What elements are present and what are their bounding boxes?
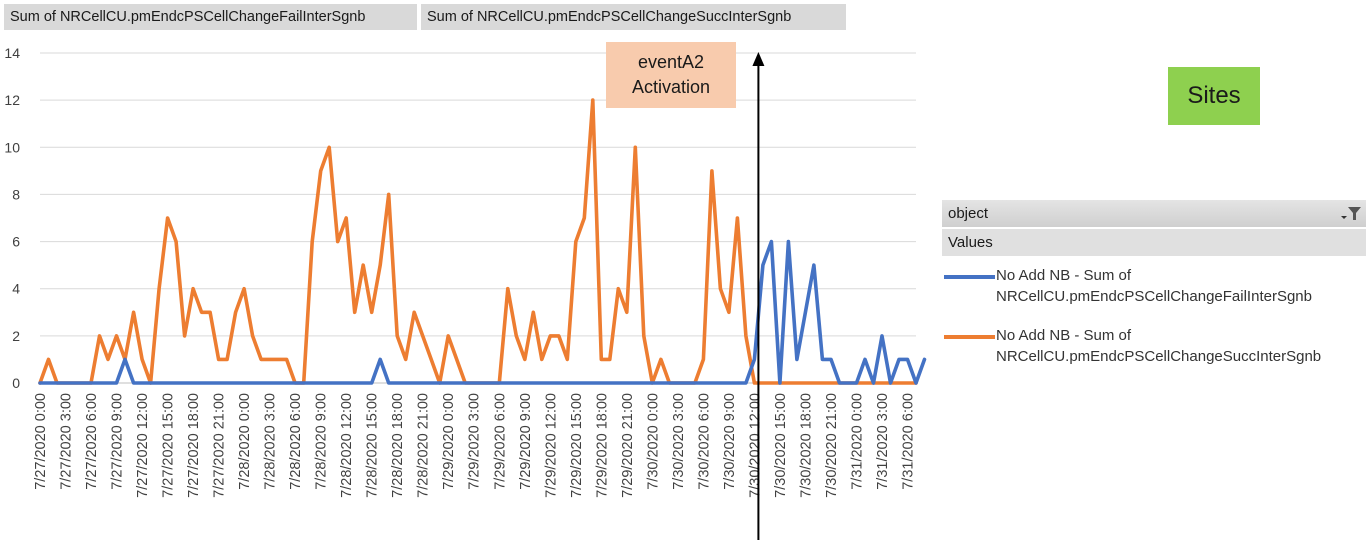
x-tick-label: 7/28/2020 18:00 (390, 393, 406, 498)
x-tick-label: 7/29/2020 0:00 (441, 393, 457, 490)
x-tick-label: 7/27/2020 15:00 (161, 393, 177, 498)
x-tick-label: 7/27/2020 0:00 (33, 393, 49, 490)
event-annotation: eventA2 Activation (606, 42, 736, 108)
field-button-succ[interactable]: Sum of NRCellCU.pmEndcPSCellChangeSuccIn… (421, 4, 846, 30)
x-tick-label: 7/30/2020 9:00 (722, 393, 738, 490)
x-tick-label: 7/28/2020 21:00 (416, 393, 432, 498)
series-line-0 (38, 239, 927, 385)
filter-dropdown-icon[interactable] (1340, 205, 1362, 223)
x-tick-label: 7/29/2020 21:00 (620, 393, 636, 498)
y-tick-label: 8 (12, 186, 20, 202)
x-tick-label: 7/29/2020 12:00 (543, 393, 559, 498)
x-tick-label: 7/30/2020 0:00 (645, 393, 661, 490)
legend-fail-line1: No Add NB - Sum of (996, 267, 1132, 284)
legend-succ-line1: No Add NB - Sum of (996, 327, 1132, 344)
x-tick-label: 7/31/2020 6:00 (900, 393, 916, 490)
x-tick-label: 7/31/2020 3:00 (875, 393, 891, 490)
x-tick-label: 7/30/2020 21:00 (824, 393, 840, 498)
x-tick-label: 7/28/2020 0:00 (237, 393, 253, 490)
x-tick-label: 7/30/2020 18:00 (798, 393, 814, 498)
y-tick-label: 12 (4, 92, 20, 108)
sites-badge: Sites (1168, 67, 1260, 125)
x-tick-label: 7/31/2020 0:00 (849, 393, 865, 490)
x-tick-label: 7/30/2020 12:00 (747, 393, 763, 498)
legend-swatch-fail (944, 275, 995, 279)
annotation-line1: eventA2 (637, 52, 705, 72)
x-tick-label: 7/29/2020 9:00 (518, 393, 534, 490)
x-tick-label: 7/30/2020 15:00 (773, 393, 789, 498)
x-tick-label: 7/28/2020 15:00 (365, 393, 381, 498)
object-field-label: object (948, 205, 989, 222)
x-axis-ticks: 7/27/2020 0:00 7/27/2020 3:00 7/27/2020 6:… (33, 393, 916, 498)
x-tick-label: 7/27/2020 18:00 (186, 393, 202, 498)
x-tick-label: 7/30/2020 3:00 (671, 393, 687, 490)
y-tick-label: 0 (12, 375, 20, 391)
y-tick-label: 6 (12, 234, 20, 250)
x-tick-label: 7/27/2020 3:00 (59, 393, 75, 490)
y-tick-label: 10 (4, 139, 20, 155)
series-lines (38, 98, 927, 385)
legend-succ-line2: NRCellCU.pmEndcPSCellChangeSuccInterSgnb (996, 348, 1322, 365)
x-tick-label: 7/30/2020 6:00 (696, 393, 712, 490)
x-tick-label: 7/28/2020 6:00 (288, 393, 304, 490)
annotation-arrow-head (752, 52, 765, 66)
x-tick-label: 7/29/2020 18:00 (594, 393, 610, 498)
legend-swatch-succ (944, 335, 995, 339)
x-tick-label: 7/28/2020 12:00 (339, 393, 355, 498)
annotation-line2: Activation (631, 77, 711, 97)
y-axis-ticks: 0 2 4 6 8 10 12 14 (4, 45, 20, 391)
x-tick-label: 7/28/2020 9:00 (314, 393, 330, 490)
x-tick-label: 7/27/2020 9:00 (110, 393, 126, 490)
field-button-fail[interactable]: Sum of NRCellCU.pmEndcPSCellChangeFailIn… (4, 4, 417, 30)
legend-fail-line2: NRCellCU.pmEndcPSCellChangeFailInterSgnb (996, 288, 1312, 305)
x-tick-label: 7/29/2020 15:00 (569, 393, 585, 498)
x-tick-label: 7/28/2020 3:00 (263, 393, 279, 490)
x-tick-label: 7/29/2020 3:00 (467, 393, 483, 490)
object-field[interactable]: object (942, 200, 1366, 227)
values-field: Values (942, 229, 1366, 256)
x-tick-label: 7/29/2020 6:00 (492, 393, 508, 490)
y-tick-label: 2 (12, 328, 20, 344)
annotation-arrow (752, 52, 765, 540)
y-tick-label: 4 (12, 281, 20, 297)
x-tick-label: 7/27/2020 6:00 (84, 393, 100, 490)
x-tick-label: 7/27/2020 21:00 (212, 393, 228, 498)
x-tick-label: 7/27/2020 12:00 (135, 393, 151, 498)
y-tick-label: 14 (4, 45, 20, 61)
